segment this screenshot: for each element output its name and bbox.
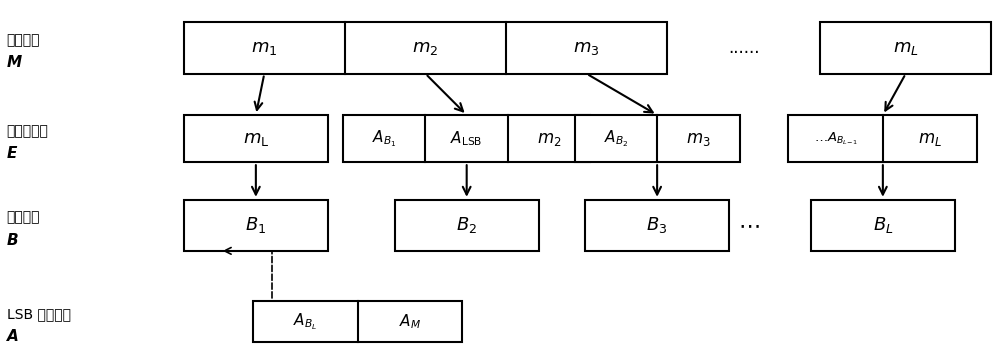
- Text: $B_L$: $B_L$: [873, 215, 893, 235]
- Text: $m_3$: $m_3$: [573, 39, 600, 57]
- Text: A: A: [7, 329, 19, 344]
- Text: $\ldots A_{B_{L\!-\!1}}$: $\ldots A_{B_{L\!-\!1}}$: [814, 130, 857, 147]
- Bar: [811, 200, 955, 251]
- Text: $A_{B_L}$: $A_{B_L}$: [293, 311, 318, 332]
- Bar: [184, 200, 328, 251]
- Text: $A_{\mathrm{LSB}}$: $A_{\mathrm{LSB}}$: [450, 129, 483, 148]
- Bar: [820, 22, 991, 74]
- Bar: [788, 115, 977, 162]
- Text: M: M: [7, 55, 22, 70]
- Bar: [253, 301, 462, 342]
- Bar: [343, 115, 590, 162]
- Text: $m_3$: $m_3$: [686, 130, 711, 148]
- Text: $m_2$: $m_2$: [537, 130, 561, 148]
- Bar: [575, 115, 740, 162]
- Text: $m_{\mathrm{L}}$: $m_{\mathrm{L}}$: [243, 130, 269, 148]
- Text: $m_L$: $m_L$: [893, 39, 919, 57]
- Text: 秘密信息: 秘密信息: [7, 33, 40, 47]
- Text: 图像小块: 图像小块: [7, 210, 40, 225]
- Bar: [585, 200, 729, 251]
- Text: B: B: [7, 232, 18, 247]
- Text: 待嵌入序列: 待嵌入序列: [7, 124, 49, 138]
- Bar: [184, 115, 328, 162]
- Text: $A_M$: $A_M$: [399, 312, 421, 331]
- Text: $B_3$: $B_3$: [646, 215, 668, 235]
- Text: LSB 替换序列: LSB 替换序列: [7, 307, 71, 321]
- Text: $m_2$: $m_2$: [412, 39, 439, 57]
- Text: $A_{B_2}$: $A_{B_2}$: [604, 128, 628, 149]
- Text: $m_L$: $m_L$: [918, 130, 942, 148]
- Text: E: E: [7, 146, 17, 161]
- Text: $B_1$: $B_1$: [245, 215, 266, 235]
- Bar: [184, 22, 667, 74]
- Text: ......: ......: [728, 39, 759, 57]
- Text: $B_2$: $B_2$: [456, 215, 477, 235]
- Text: $\cdots$: $\cdots$: [738, 215, 759, 235]
- Text: $m_1$: $m_1$: [251, 39, 278, 57]
- Text: $A_{B_1}$: $A_{B_1}$: [372, 128, 396, 149]
- Bar: [395, 200, 539, 251]
